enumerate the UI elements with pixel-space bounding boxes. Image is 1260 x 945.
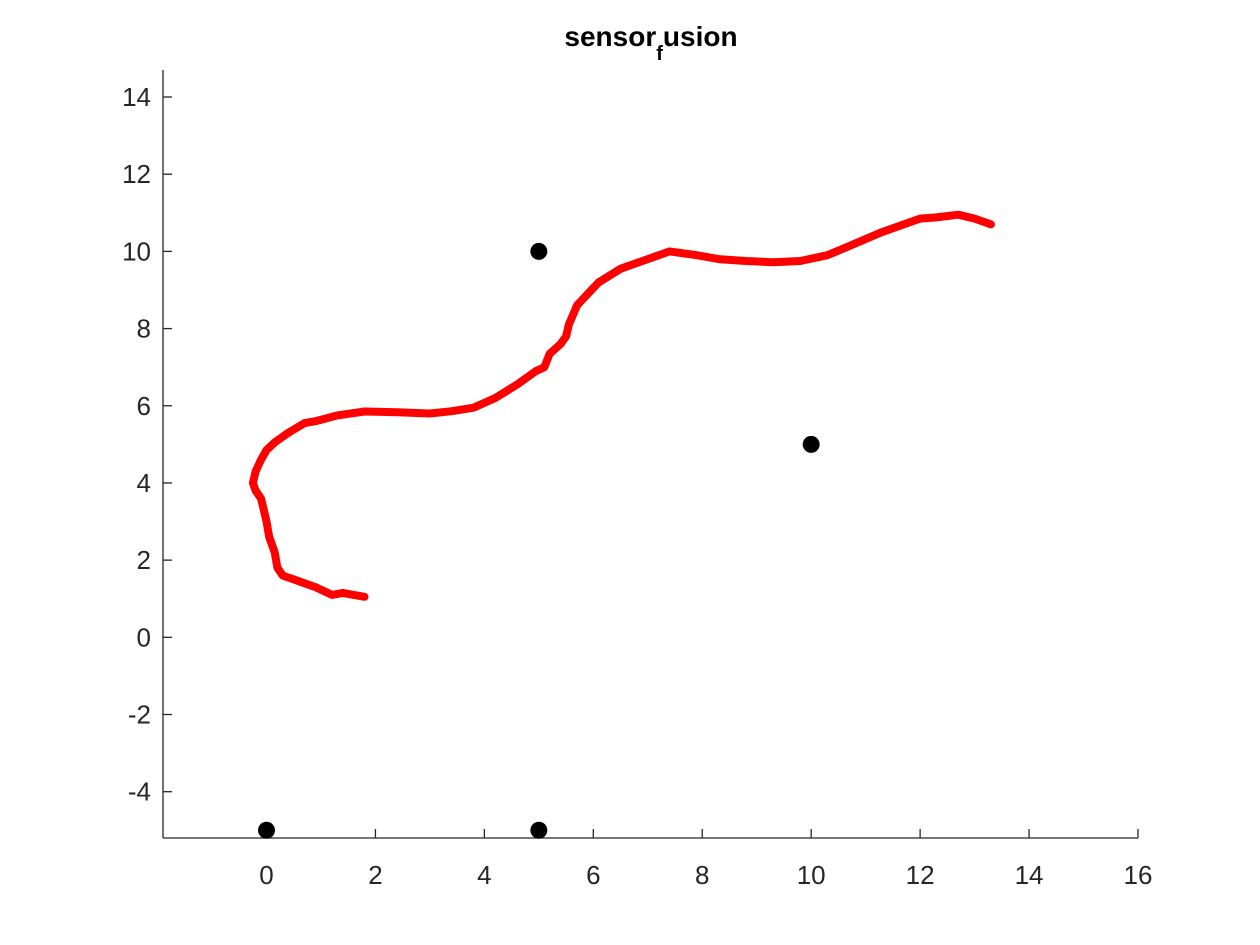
y-tick-label: -2	[128, 700, 151, 730]
y-tick-label: 8	[137, 314, 151, 344]
x-tick-label: 10	[797, 860, 826, 890]
x-tick-label: 4	[477, 860, 491, 890]
chart-title-subscript: f	[656, 43, 663, 65]
y-tick-label: 0	[137, 622, 151, 652]
y-tick-label: 10	[122, 236, 151, 266]
chart-title-tail: usion	[663, 21, 738, 52]
x-tick-label: 6	[586, 860, 600, 890]
chart-title: sensorfusion	[564, 21, 737, 65]
landmark-point	[802, 435, 820, 453]
series-layer	[248, 210, 995, 839]
landmark-point	[530, 242, 548, 260]
x-tick-label: 12	[906, 860, 935, 890]
landmark-point	[530, 821, 548, 839]
x-tick-label: 14	[1015, 860, 1044, 890]
x-tick-label: 8	[695, 860, 709, 890]
y-tick-label: 6	[137, 391, 151, 421]
y-axis-ticks: -4 -2 0 2 4 6 8 10 12 14	[122, 82, 172, 807]
trajectory-line	[248, 210, 995, 601]
axes	[162, 70, 1138, 839]
x-tick-label: 16	[1124, 860, 1153, 890]
y-tick-label: 12	[122, 159, 151, 189]
landmark-point	[257, 821, 275, 839]
x-axis-ticks: 0 2 4 6 8 10 12 14 16	[259, 829, 1152, 890]
x-tick-label: 2	[368, 860, 382, 890]
y-tick-label: 14	[122, 82, 151, 112]
y-tick-label: -4	[128, 777, 151, 807]
y-tick-label: 4	[137, 468, 151, 498]
chart-title-main: sensor	[564, 21, 656, 52]
x-tick-label: 0	[259, 860, 273, 890]
y-tick-label: 2	[137, 545, 151, 575]
